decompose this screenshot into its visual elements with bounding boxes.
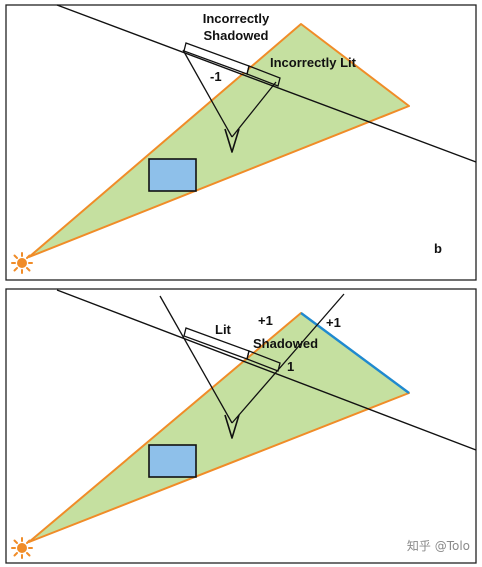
occluder-box — [148, 444, 197, 478]
near-plane-shadowed — [246, 350, 281, 372]
label-plus-one-a: +1 — [258, 313, 273, 328]
label-incorrectly-shadowed-line1: Incorrectly — [203, 11, 270, 26]
view-ray-right — [231, 293, 345, 424]
panel-letter: b — [434, 241, 442, 256]
near-plane-lit — [246, 65, 281, 87]
sun-icon — [11, 252, 33, 274]
highlight-edge — [300, 312, 410, 394]
label-plus-one-b: +1 — [326, 315, 341, 330]
label-incorrectly-lit: Incorrectly Lit — [270, 55, 357, 70]
surface-line — [56, 4, 477, 163]
watermark: 知乎 @Tolo — [407, 539, 470, 553]
label-lit: Lit — [215, 322, 232, 337]
label-one: 1 — [287, 359, 294, 374]
label-incorrectly-shadowed-line2: Shadowed — [203, 28, 268, 43]
label-count-minus-one: -1 — [210, 69, 222, 84]
shadow-frustum — [28, 23, 410, 258]
view-ray-left — [182, 49, 233, 138]
panel-bottom: Lit +1 +1 Shadowed 1 知乎 @Tolo — [5, 288, 477, 564]
eye-icon — [224, 414, 240, 439]
sun-icon — [11, 537, 33, 559]
panel-top: Incorrectly Shadowed Incorrectly Lit -1 … — [5, 4, 477, 281]
surface-line — [56, 289, 477, 451]
label-shadowed: Shadowed — [253, 336, 318, 351]
eye-icon — [224, 128, 240, 153]
view-ray-left — [159, 295, 233, 424]
view-ray-right — [231, 81, 277, 138]
occluder-box — [148, 158, 197, 192]
